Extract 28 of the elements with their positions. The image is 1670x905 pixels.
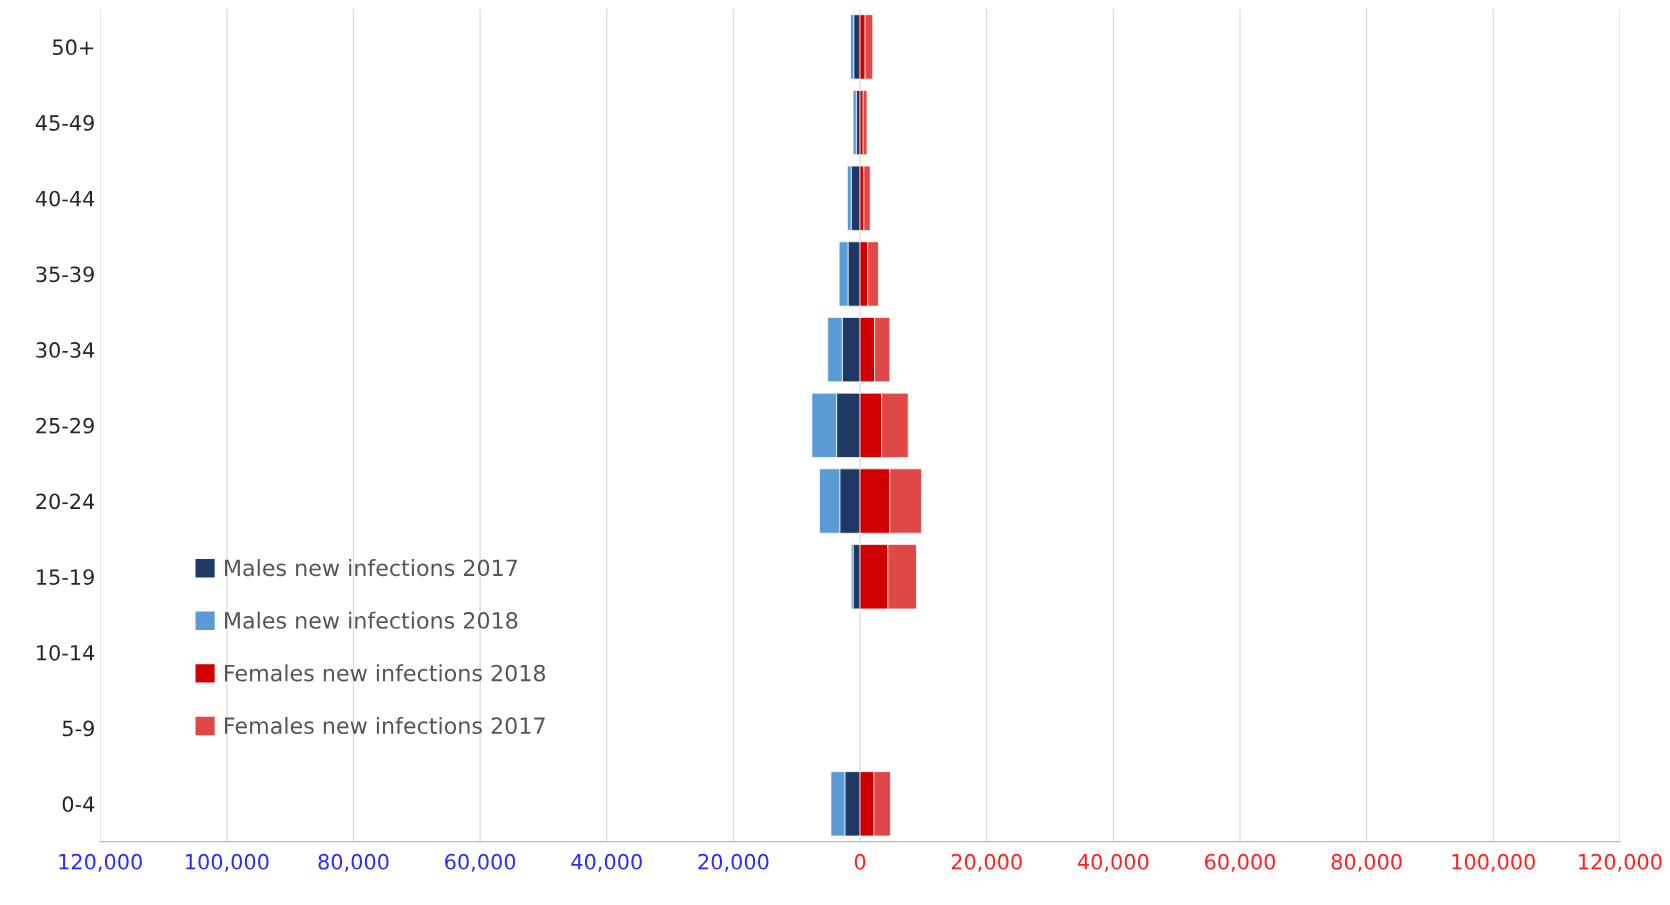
x-tick-label: 40,000 (1077, 853, 1149, 872)
y-tick-label: 50+ (52, 39, 94, 56)
x-tick-label: 100,000 (1452, 853, 1535, 872)
y-tick-label: 30-34 (36, 342, 95, 358)
legend-label: Males new infections 2018 (225, 611, 518, 629)
y-tick-label: 20-24 (36, 493, 95, 510)
y-tick-label: 5-9 (62, 720, 94, 737)
y-tick-label: 40-44 (35, 190, 95, 207)
x-tick-label: 0 (854, 853, 866, 870)
x-tick-label: 120,000 (59, 853, 142, 872)
y-tick-label: 10-14 (37, 644, 95, 661)
x-tick-label: 20,000 (698, 853, 769, 872)
y-tick-label: 35-39 (36, 266, 94, 283)
x-tick-label: 60,000 (445, 853, 516, 872)
x-tick-label: 120,000 (1579, 853, 1662, 872)
x-tick-label: 20,000 (951, 853, 1022, 872)
x-tick-label: 40,000 (571, 853, 642, 872)
legend-label: Females new infections 2018 (225, 664, 546, 682)
legend-label: Males new infections 2017 (225, 559, 517, 577)
legend-label: Females new infections 2017 (225, 716, 545, 735)
x-tick-label: 80,000 (1331, 853, 1402, 872)
x-tick-label: 60,000 (1204, 853, 1276, 872)
y-tick-label: 0-4 (62, 796, 95, 813)
y-tick-label: 25-29 (36, 417, 94, 434)
y-tick-label: 45-49 (35, 115, 94, 131)
x-tick-label: 100,000 (186, 853, 269, 872)
y-tick-label: 15-19 (37, 569, 94, 585)
x-tick-label: 80,000 (318, 853, 389, 872)
